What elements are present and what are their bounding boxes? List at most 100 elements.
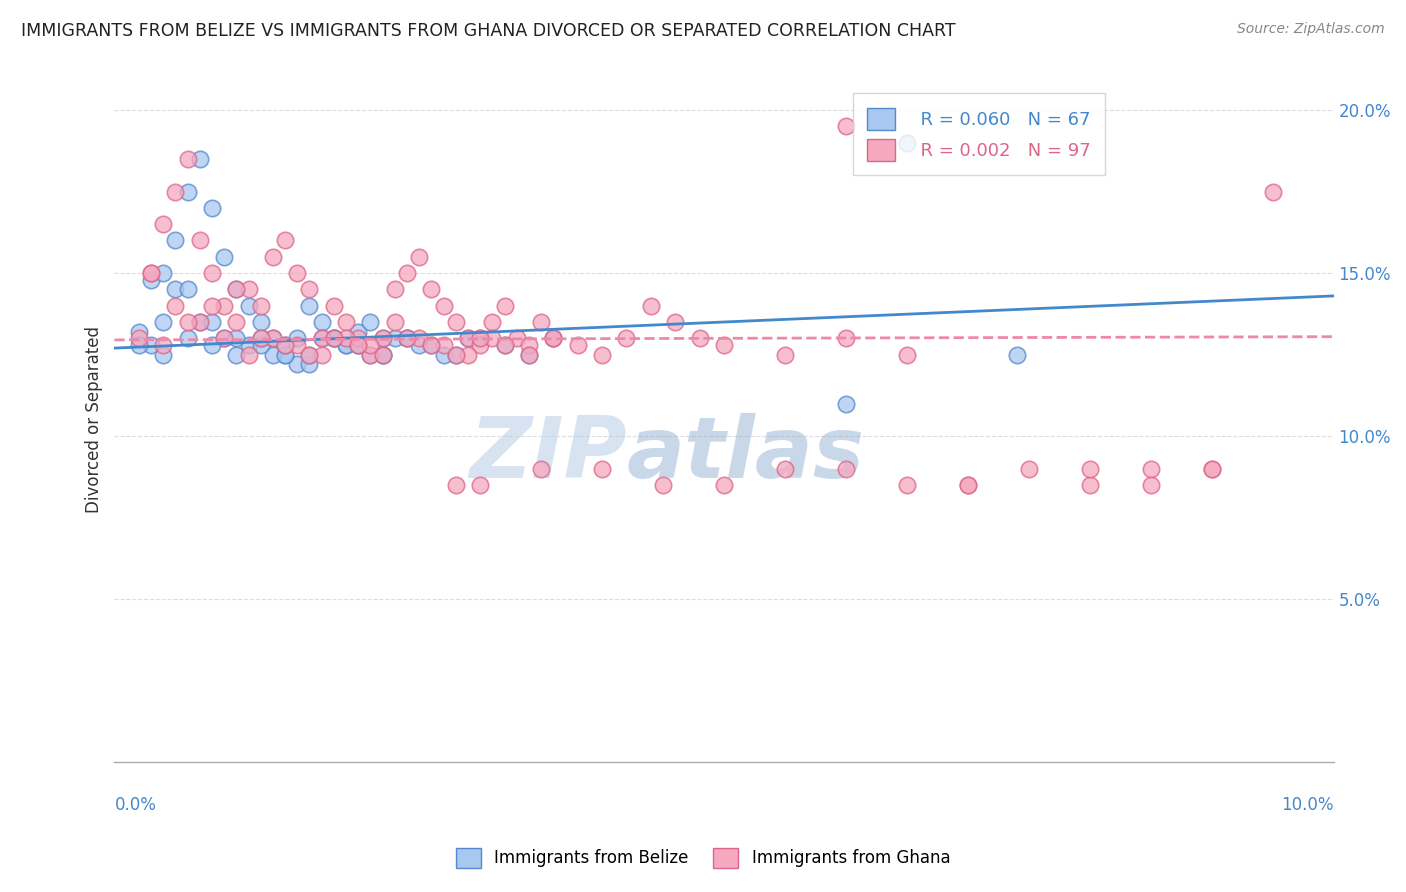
Point [225,282,247,296]
Point [298,282,321,296]
Point [212,250,235,264]
Point [591,461,613,475]
Point [176,282,198,296]
Point [238,299,260,313]
Point [408,250,430,264]
Point [543,331,565,345]
Point [176,152,198,166]
Point [311,348,333,362]
Point [335,331,357,345]
Point [201,201,224,215]
Text: IMMIGRANTS FROM BELIZE VS IMMIGRANTS FROM GHANA DIVORCED OR SEPARATED CORRELATIO: IMMIGRANTS FROM BELIZE VS IMMIGRANTS FRO… [21,22,956,40]
Point [470,331,492,345]
Point [1261,185,1284,199]
Point [262,331,284,345]
Text: atlas: atlas [627,413,865,496]
Point [188,315,211,329]
Point [298,299,321,313]
Point [371,348,394,362]
Point [225,282,247,296]
Point [1139,478,1161,492]
Point [225,348,247,362]
Point [433,348,456,362]
Point [517,348,540,362]
Point [322,331,344,345]
Point [444,348,467,362]
Point [371,348,394,362]
Point [773,348,796,362]
Point [470,331,492,345]
Point [896,136,918,150]
Point [835,461,858,475]
Point [1018,461,1040,475]
Point [249,315,271,329]
Point [322,331,344,345]
Point [567,338,589,352]
Point [470,338,492,352]
Point [152,338,174,352]
Point [956,478,979,492]
Point [835,331,858,345]
Point [640,299,662,313]
Point [371,331,394,345]
Point [835,396,858,410]
Text: 0.0%: 0.0% [114,797,156,814]
Point [359,338,381,352]
Point [212,299,235,313]
Point [274,338,297,352]
Point [384,331,406,345]
Point [188,315,211,329]
Point [335,315,357,329]
Point [591,348,613,362]
Point [176,185,198,199]
Point [420,338,443,352]
Point [285,358,308,372]
Point [212,331,235,345]
Point [384,315,406,329]
Point [481,331,503,345]
Point [664,315,686,329]
Point [139,266,162,280]
Point [311,331,333,345]
Point [152,217,174,231]
Point [433,299,456,313]
Point [1201,461,1223,475]
Point [274,234,297,248]
Point [395,266,418,280]
Point [152,315,174,329]
Point [371,348,394,362]
Point [139,338,162,352]
Point [896,478,918,492]
Point [543,331,565,345]
Point [176,331,198,345]
Point [274,338,297,352]
Legend:   R = 0.060   N = 67,   R = 0.002   N = 97: R = 0.060 N = 67, R = 0.002 N = 97 [853,94,1105,176]
Point [494,338,516,352]
Point [212,331,235,345]
Point [165,282,187,296]
Point [238,338,260,352]
Point [335,338,357,352]
Point [285,331,308,345]
Point [322,331,344,345]
Text: Source: ZipAtlas.com: Source: ZipAtlas.com [1237,22,1385,37]
Point [517,348,540,362]
Point [238,348,260,362]
Point [347,338,370,352]
Point [420,338,443,352]
Point [249,331,271,345]
Point [225,331,247,345]
Point [408,331,430,345]
Point [152,348,174,362]
Point [347,338,370,352]
Point [322,299,344,313]
Point [201,299,224,313]
Point [347,331,370,345]
Point [152,266,174,280]
Point [249,331,271,345]
Point [188,152,211,166]
Point [371,331,394,345]
Point [530,461,553,475]
Point [201,266,224,280]
Point [165,185,187,199]
